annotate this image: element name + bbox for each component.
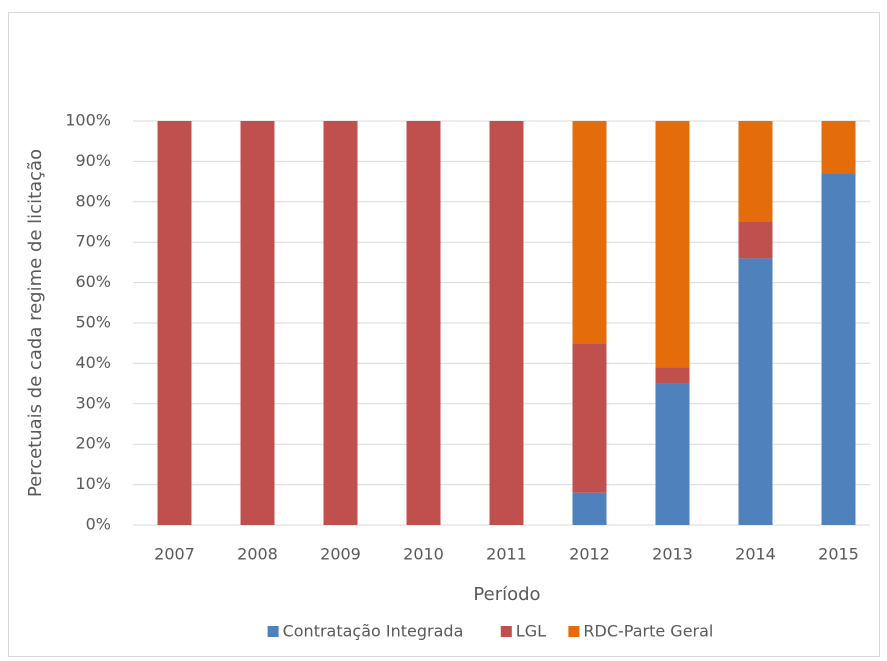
x-axis-title: Período xyxy=(473,584,540,605)
x-tick-label: 2011 xyxy=(486,545,527,564)
legend-swatch xyxy=(267,626,279,637)
bar-segment xyxy=(655,383,690,525)
x-tick-label: 2012 xyxy=(569,545,610,564)
x-tick-label: 2007 xyxy=(154,545,195,564)
y-tick-label: 80% xyxy=(75,191,111,210)
y-axis-title: Percetuais de cada regime de licitação xyxy=(25,149,46,497)
bar-segment xyxy=(738,222,773,259)
y-tick-label: 20% xyxy=(75,434,111,453)
x-tick-label: 2010 xyxy=(403,545,444,564)
bar-segment xyxy=(323,121,358,525)
y-tick-label: 70% xyxy=(75,232,111,251)
bar-segment xyxy=(821,121,856,174)
x-tick-label: 2015 xyxy=(818,545,859,564)
bar-segment xyxy=(655,367,690,384)
y-tick-label: 60% xyxy=(75,272,111,291)
bar-segment xyxy=(489,121,524,525)
bar-segment xyxy=(572,492,607,525)
legend-label: Contratação Integrada xyxy=(283,622,464,641)
y-tick-label: 10% xyxy=(75,474,111,493)
bar-segment xyxy=(821,173,856,525)
bar-segment xyxy=(738,258,773,525)
chart-frame xyxy=(8,12,880,657)
y-tick-label: 100% xyxy=(65,111,111,130)
x-tick-label: 2008 xyxy=(237,545,278,564)
legend-swatch xyxy=(568,626,580,637)
y-tick-label: 30% xyxy=(75,393,111,412)
bar-segment xyxy=(240,121,275,525)
x-tick-label: 2014 xyxy=(735,545,776,564)
y-tick-label: 90% xyxy=(75,151,111,170)
y-tick-label: 40% xyxy=(75,353,111,372)
y-tick-label: 50% xyxy=(75,313,111,332)
x-tick-label: 2013 xyxy=(652,545,693,564)
legend-swatch xyxy=(500,626,512,637)
bar-segment xyxy=(655,121,690,368)
bar-segment xyxy=(572,343,607,493)
bar-segment xyxy=(157,121,192,525)
legend-label: RDC-Parte Geral xyxy=(583,622,713,641)
bar-segment xyxy=(572,121,607,344)
x-tick-label: 2009 xyxy=(320,545,361,564)
y-tick-label: 0% xyxy=(86,515,111,534)
legend-label: LGL xyxy=(516,622,546,641)
bar-segment xyxy=(406,121,441,525)
bar-segment xyxy=(738,121,773,222)
